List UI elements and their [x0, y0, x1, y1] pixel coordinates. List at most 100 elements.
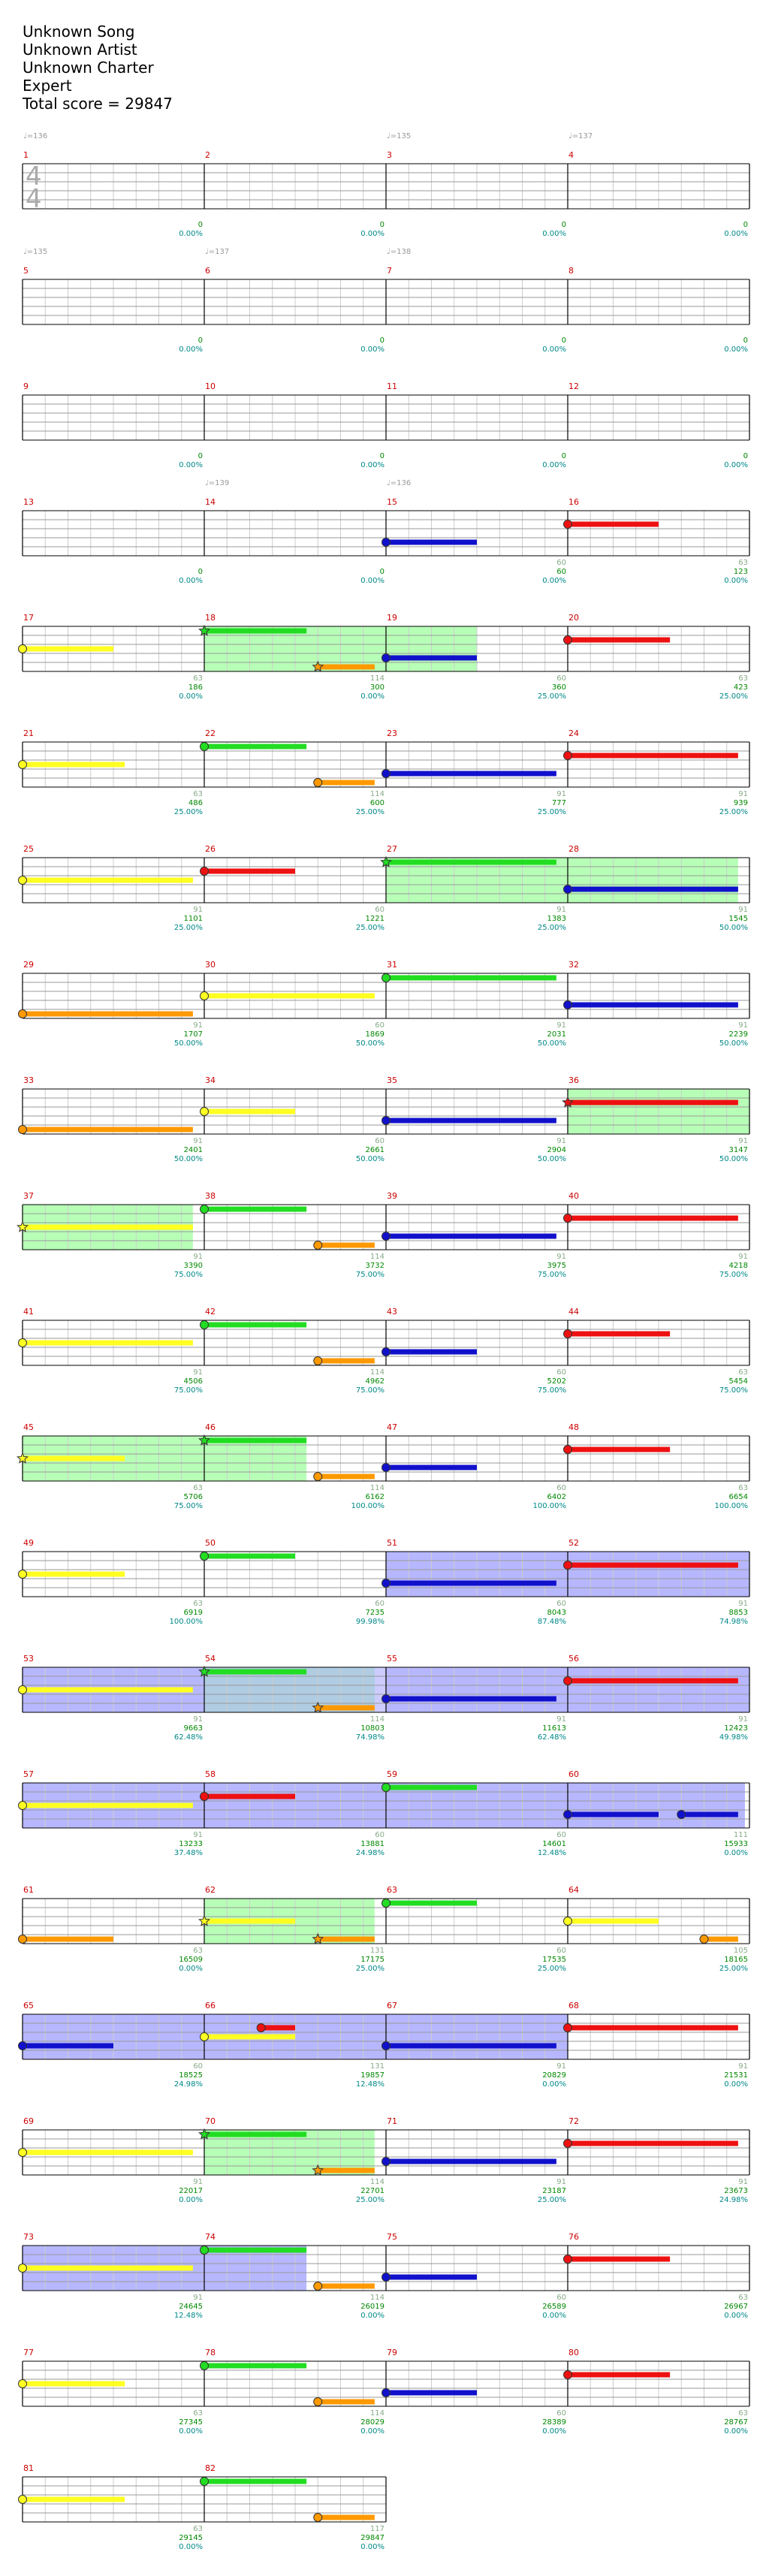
note-score-gain: 60: [375, 1137, 384, 1145]
star-power-percent: 75.00%: [356, 1271, 384, 1279]
note-score-gain: 60: [375, 1021, 384, 1030]
measure-number: 69: [23, 2116, 34, 2126]
star-power-percent: 50.00%: [538, 1039, 566, 1048]
note-score-gain: 91: [193, 1368, 203, 1377]
star-power-percent: 50.00%: [719, 1039, 748, 1048]
note-score-gain: 60: [375, 906, 384, 914]
star-power-percent: 0.00%: [179, 345, 203, 354]
note-score-gain: 91: [556, 2178, 566, 2186]
cumulative-score: 28029: [360, 2418, 384, 2427]
cumulative-score: 2661: [366, 1146, 384, 1154]
orange-note: [313, 1472, 323, 1481]
red-star-note: [562, 1096, 574, 1108]
measure-number: 72: [568, 2116, 579, 2126]
star-power-percent: 0.00%: [542, 2312, 566, 2320]
red-note: [563, 1214, 572, 1223]
measure-number: 76: [568, 2232, 579, 2242]
note-score-gain: 63: [738, 2294, 748, 2302]
cumulative-score: 27345: [179, 2418, 203, 2427]
measure-number: 14: [205, 497, 216, 507]
note-score-gain: 91: [738, 1021, 748, 1030]
star-power-percent: 0.00%: [360, 345, 384, 354]
green-star-note: [198, 1434, 210, 1446]
measure-number: 47: [387, 1422, 397, 1432]
green-note: [381, 973, 391, 982]
note-score-gain: 63: [738, 559, 748, 567]
cumulative-score: 0: [198, 452, 203, 460]
measure-number: 63: [387, 1885, 397, 1895]
blue-note: [381, 1116, 391, 1125]
yellow-note: [200, 1107, 209, 1116]
cumulative-score: 0: [380, 568, 384, 576]
orange-note: [18, 1009, 27, 1018]
note-score-gain: 91: [738, 1715, 748, 1724]
measure-number: 32: [568, 960, 579, 970]
measure-number: 12: [568, 382, 579, 391]
yellow-note: [18, 2148, 27, 2157]
star-power-percent: 25.00%: [719, 1965, 748, 1973]
red-note: [563, 751, 572, 760]
star-power-percent: 0.00%: [360, 2312, 384, 2320]
cumulative-score: 0: [380, 452, 384, 460]
star-power-percent: 75.00%: [538, 1386, 566, 1395]
measure-number: 64: [568, 1885, 579, 1895]
red-note: [563, 2255, 572, 2264]
star-power-percent: 25.00%: [538, 808, 566, 816]
orange-star-note: [312, 660, 324, 672]
star-power-percent: 100.00%: [533, 1502, 567, 1510]
cumulative-score: 11613: [542, 1724, 566, 1733]
star-power-percent: 0.00%: [360, 461, 384, 469]
cumulative-score: 2401: [184, 1146, 203, 1154]
cumulative-score: 17535: [542, 1956, 566, 1964]
star-power-percent: 50.00%: [174, 1039, 203, 1048]
measure-number: 37: [23, 1191, 34, 1201]
note-score-gain: 91: [193, 906, 203, 914]
yellow-star-note: [198, 1914, 210, 1926]
star-power-percent: 50.00%: [719, 924, 748, 932]
cumulative-score: 6654: [729, 1493, 748, 1501]
note-score-gain: 91: [738, 1253, 748, 1261]
measure-number: 57: [23, 1769, 34, 1779]
measure-number: 66: [205, 2001, 216, 2010]
cumulative-score: 0: [562, 336, 566, 345]
cumulative-score: 24645: [179, 2303, 203, 2311]
note-score-gain: 63: [193, 2525, 203, 2533]
blue-note: [381, 1347, 391, 1356]
note-score-gain: 60: [556, 559, 566, 567]
red-note: [563, 1445, 572, 1454]
star-power-percent: 0.00%: [179, 461, 203, 469]
cumulative-score: 6402: [547, 1493, 566, 1501]
cumulative-score: 12423: [724, 1724, 748, 1733]
song-header: Unknown Song Unknown Artist Unknown Char…: [23, 23, 173, 113]
cumulative-score: 0: [743, 221, 748, 229]
cumulative-score: 423: [734, 683, 748, 692]
song-title: Unknown Song: [23, 23, 135, 41]
note-score-gain: 114: [370, 1484, 384, 1492]
star-power-percent: 37.48%: [174, 1849, 203, 1857]
star-power-percent: 100.00%: [351, 1502, 385, 1510]
blue-note: [563, 1000, 572, 1009]
orange-note: [18, 1125, 27, 1134]
star-power-percent: 50.00%: [719, 1155, 748, 1163]
blue-note: [677, 1810, 686, 1819]
note-score-gain: 63: [193, 2409, 203, 2418]
green-note: [200, 1552, 209, 1561]
star-power-percent: 25.00%: [356, 1965, 384, 1973]
note-score-gain: 91: [556, 1021, 566, 1030]
note-score-gain: 63: [193, 1947, 203, 1955]
orange-note: [699, 1935, 709, 1944]
cumulative-score: 6162: [366, 1493, 384, 1501]
red-note: [563, 635, 572, 644]
measure-number: 50: [205, 1538, 216, 1548]
orange-note: [313, 778, 323, 787]
measure-number: 45: [23, 1422, 34, 1432]
cumulative-score: 26589: [542, 2303, 566, 2311]
song-difficulty: Expert: [23, 77, 72, 95]
orange-note: [313, 2513, 323, 2522]
note-score-gain: 91: [556, 1715, 566, 1724]
orange-note: [313, 1356, 323, 1365]
note-score-gain: 60: [556, 2294, 566, 2302]
blue-note: [381, 1232, 391, 1241]
red-note: [563, 1676, 572, 1685]
measure-number: 33: [23, 1075, 34, 1085]
